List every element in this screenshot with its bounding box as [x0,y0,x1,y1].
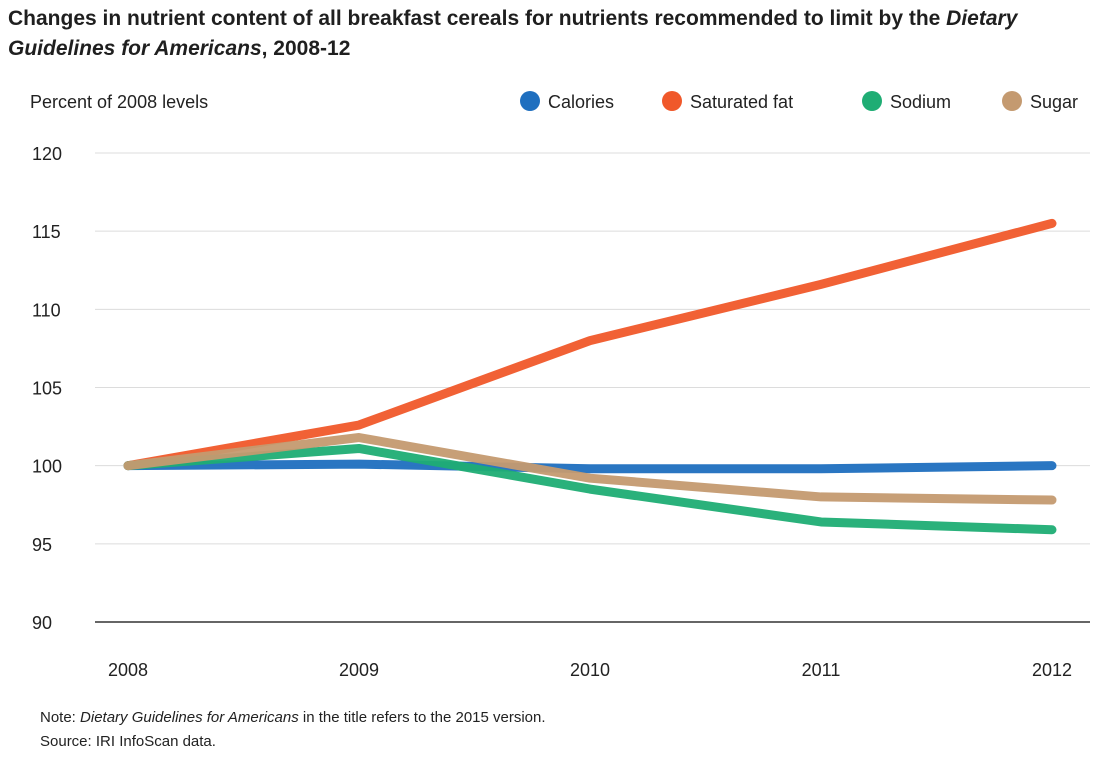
title-italic-text: Dietary Guidelines for Americans [8,7,1018,60]
source-line: Source: IRI InfoScan data. [40,733,216,750]
x-tick-label: 2012 [1032,660,1072,680]
y-tick-label: 90 [32,613,52,633]
note-italic: Dietary Guidelines for Americans [80,709,299,726]
legend-label-sugar: Sugar [1030,92,1078,112]
chart-title: Changes in nutrient content of all break… [8,4,1108,64]
y-axis-label: Percent of 2008 levels [30,92,208,112]
legend: Calories Saturated fat Sodium Sugar [520,91,1078,112]
footnote: Note: Dietary Guidelines for Americans i… [40,706,546,754]
note-suffix: in the title refers to the 2015 version. [298,709,546,726]
y-tick-label: 95 [32,535,52,555]
legend-label-sodium: Sodium [890,92,951,112]
y-tick-label: 100 [32,457,62,477]
x-tick-label: 2011 [802,660,841,680]
series-line-sugar [123,433,1057,505]
line-chart: 90 95 100 105 110 115 120 2008 2009 2010 2011 2012… [30,91,1090,680]
series-lines [123,218,1057,535]
y-tick-label: 115 [32,222,61,242]
legend-swatch-sodium [862,91,882,111]
x-tick-label: 2009 [339,660,379,680]
y-tick-label: 105 [32,379,62,399]
legend-swatch-calories [520,91,540,111]
note-line: Note: Dietary Guidelines for Americans i… [40,706,546,730]
legend-label-calories: Calories [548,92,614,112]
legend-label-saturated-fat: Saturated fat [690,92,793,112]
y-tick-labels: 90 95 100 105 110 115 120 [32,144,62,633]
x-tick-label: 2008 [108,660,148,680]
legend-swatch-saturated-fat [662,91,682,111]
series-line-saturated-fat [123,218,1057,471]
y-tick-label: 120 [32,144,62,164]
title-text: Changes in nutrient content of all break… [8,7,947,30]
series-line-sodium [123,443,1057,535]
legend-swatch-sugar [1002,91,1022,111]
note-prefix: Note: [40,709,81,726]
grid-lines [95,152,1090,623]
x-tick-label: 2010 [570,660,610,680]
series-line-calories [123,459,1057,474]
x-tick-labels: 2008 2009 2010 2011 2012 [108,660,1072,680]
title-suffix-text: , 2008-12 [261,37,351,60]
y-tick-label: 110 [32,300,61,320]
